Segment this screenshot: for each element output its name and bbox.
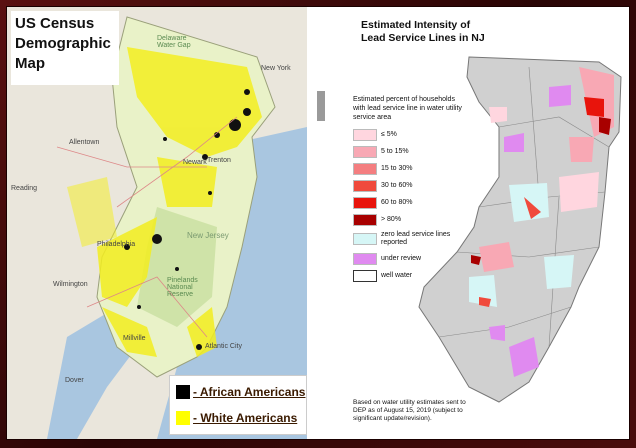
place-label-allentown: Allentown [69, 139, 100, 146]
legend-label-white-americans: - White Americans [193, 411, 298, 425]
lsl-legend-label: 60 to 80% [381, 198, 413, 206]
content-area: Allentown Reading Philadelphia Wilmingto… [6, 6, 630, 440]
place-label-wilmington: Wilmington [53, 281, 88, 288]
lsl-swatch [353, 233, 377, 245]
place-label-dover: Dover [65, 377, 84, 384]
lsl-footnote: Based on water utility estimates sent to… [353, 399, 466, 422]
legend-swatch-yellow [176, 411, 190, 425]
lsl-swatch [353, 269, 377, 282]
lsl-legend-item: 30 to 60% [353, 177, 463, 194]
lsl-legend-label: 15 to 30% [381, 164, 413, 172]
place-label-trenton: Trenton [207, 157, 231, 164]
place-label-delaware-water-gap: Delaware Water Gap [157, 35, 191, 49]
lsl-legend-item: > 80% [353, 211, 463, 228]
lsl-legend-item: zero lead service lines reported [353, 228, 463, 250]
lsl-title-line-1: Estimated Intensity of [361, 19, 471, 31]
lsl-swatch [353, 196, 377, 209]
lsl-legend-label: ≤ 5% [381, 130, 397, 138]
lsl-legend-intro: Estimated percent of households with lea… [353, 96, 462, 121]
lsl-legend-item: well water [353, 267, 463, 284]
place-label-philadelphia: Philadelphia [97, 241, 136, 248]
lsl-map-svg [418, 56, 622, 403]
lsl-legend-item: ≤ 5% [353, 126, 463, 143]
legend-label-african-americans: - African Americans [193, 385, 306, 399]
lsl-legend: Estimated percent of households with lea… [353, 95, 463, 284]
place-label-new-york: New York [261, 65, 291, 72]
place-label-atlantic-city: Atlantic City [205, 343, 242, 350]
lsl-swatch [353, 179, 377, 192]
lsl-swatch [353, 145, 377, 158]
lsl-legend-item: under review [353, 250, 463, 267]
scroll-handle[interactable] [317, 91, 325, 121]
lsl-legend-label: 5 to 15% [381, 147, 409, 155]
lsl-legend-label: > 80% [381, 215, 402, 223]
place-label-new-jersey: New Jersey [187, 231, 229, 240]
lsl-title-line-2: Lead Service Lines in NJ [361, 32, 485, 44]
legend-row-african-americans: - African Americans [176, 385, 305, 399]
place-label-millville: Millville [123, 335, 146, 342]
census-title-line-1: US Census [15, 15, 95, 32]
census-title-line-2: Demographic [15, 35, 111, 52]
census-title-line-3: Map [15, 55, 45, 72]
lsl-legend-item: 15 to 30% [353, 160, 463, 177]
lsl-swatch [353, 162, 377, 175]
census-map-svg [7, 7, 307, 439]
lsl-legend-label: well water [381, 271, 413, 279]
lsl-map-title: Estimated Intensity of Lead Service Line… [361, 19, 531, 45]
census-legend: - African Americans - White Americans [169, 375, 307, 435]
census-map-title: US Census Demographic Map [11, 11, 119, 85]
place-label-newark: Newark [183, 159, 207, 166]
place-label-pinelands: Pinelands National Reserve [167, 277, 198, 298]
lsl-legend-label: zero lead service lines reported [381, 231, 451, 246]
lsl-swatch [353, 128, 377, 141]
lsl-legend-item: 60 to 80% [353, 194, 463, 211]
lsl-legend-item: 5 to 15% [353, 143, 463, 160]
place-label-reading: Reading [11, 185, 38, 192]
lsl-legend-label: 30 to 60% [381, 181, 413, 189]
lsl-swatch [353, 213, 377, 226]
lsl-regions [469, 67, 614, 377]
lead-service-line-map: Estimated Intensity of Lead Service Line… [309, 7, 629, 439]
legend-row-white-americans: - White Americans [176, 411, 297, 425]
lsl-legend-label: under review [381, 254, 422, 262]
legend-swatch-black [176, 385, 190, 399]
census-demographic-map: Allentown Reading Philadelphia Wilmingto… [7, 7, 307, 439]
lsl-swatch [353, 252, 377, 265]
